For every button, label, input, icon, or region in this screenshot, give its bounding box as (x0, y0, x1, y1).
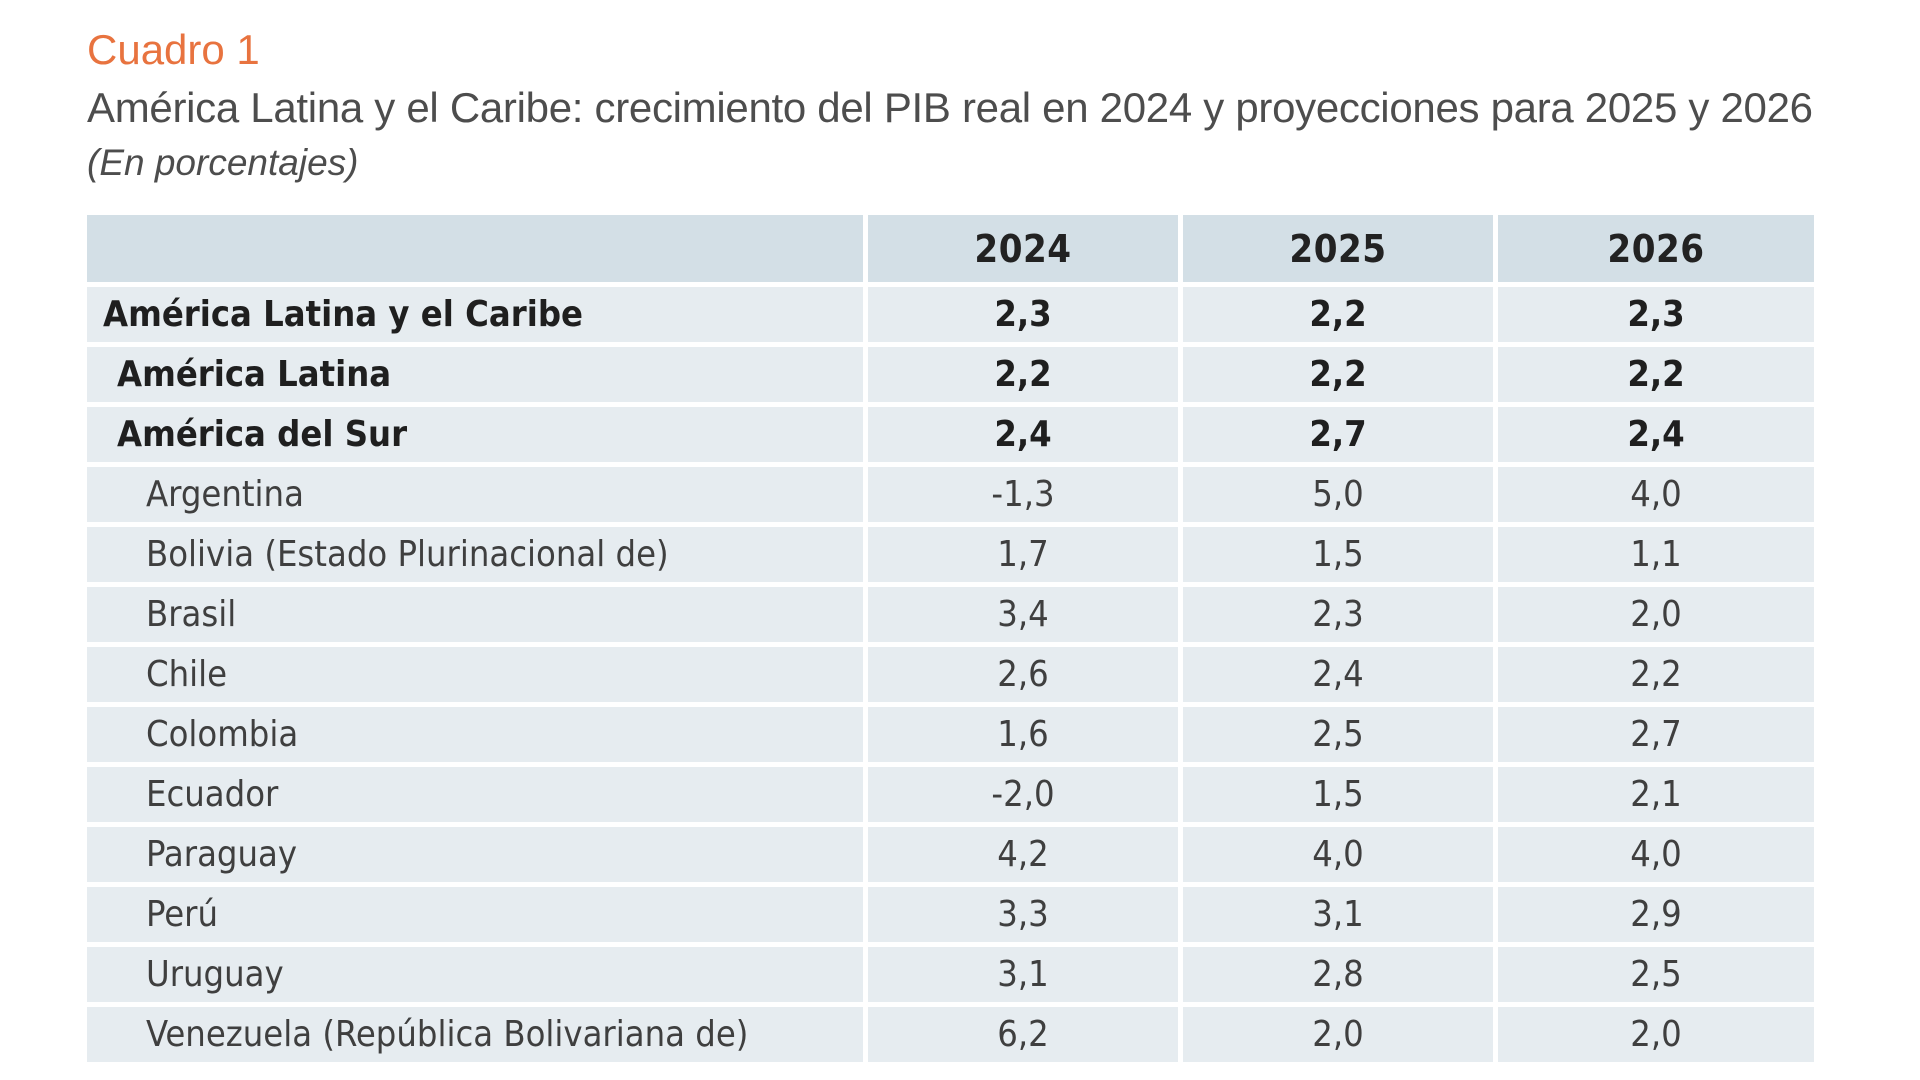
value-cell-2024: 3,1 (868, 947, 1183, 1007)
table-row: Venezuela (República Bolivariana de) 6,2 2… (87, 1007, 1814, 1067)
value-cell-2024: -2,0 (868, 767, 1183, 827)
value-cell-2026: 2,9 (1498, 887, 1814, 947)
value-cell-2026: 2,2 (1498, 347, 1814, 407)
table-row: Perú 3,3 3,1 2,9 (87, 887, 1814, 947)
row-label: Chile (87, 647, 868, 707)
value-cell-2024: 3,4 (868, 587, 1183, 647)
value-cell-2026: 2,5 (1498, 947, 1814, 1007)
table-header-row: 2024 2025 2026 (87, 215, 1814, 287)
value-cell-2024: -1,3 (868, 467, 1183, 527)
value-cell-2026: 2,0 (1498, 587, 1814, 647)
table-row: Ecuador -2,0 1,5 2,1 (87, 767, 1814, 827)
table-row: Argentina -1,3 5,0 4,0 (87, 467, 1814, 527)
value-cell-2024: 3,3 (868, 887, 1183, 947)
value-cell-2024: 1,6 (868, 707, 1183, 767)
value-cell-2025: 5,0 (1183, 467, 1498, 527)
row-label: América Latina y el Caribe (87, 287, 868, 347)
value-cell-2025: 2,8 (1183, 947, 1498, 1007)
row-label: Perú (87, 887, 868, 947)
value-cell-2026: 2,4 (1498, 407, 1814, 467)
row-label: Brasil (87, 587, 868, 647)
table-row: Uruguay 3,1 2,8 2,5 (87, 947, 1814, 1007)
value-cell-2024: 6,2 (868, 1007, 1183, 1067)
value-cell-2025: 3,1 (1183, 887, 1498, 947)
gdp-table-container: 2024 2025 2026 América Latina y el Carib… (87, 215, 1814, 1067)
value-cell-2024: 2,4 (868, 407, 1183, 467)
row-label: Bolivia (Estado Plurinacional de) (87, 527, 868, 587)
value-cell-2025: 1,5 (1183, 527, 1498, 587)
row-label: América Latina (87, 347, 868, 407)
value-cell-2025: 2,7 (1183, 407, 1498, 467)
table-row: Chile 2,6 2,4 2,2 (87, 647, 1814, 707)
value-cell-2025: 2,0 (1183, 1007, 1498, 1067)
row-label: Ecuador (87, 767, 868, 827)
value-cell-2025: 2,4 (1183, 647, 1498, 707)
column-header-region (87, 215, 868, 287)
value-cell-2024: 2,2 (868, 347, 1183, 407)
gdp-table: 2024 2025 2026 América Latina y el Carib… (87, 215, 1814, 1067)
row-label: Colombia (87, 707, 868, 767)
value-cell-2026: 1,1 (1498, 527, 1814, 587)
column-header-2024: 2024 (868, 215, 1183, 287)
table-title: América Latina y el Caribe: crecimiento … (87, 84, 1813, 131)
value-cell-2024: 1,7 (868, 527, 1183, 587)
row-label: Uruguay (87, 947, 868, 1007)
table-body: América Latina y el Caribe 2,3 2,2 2,3 Améri… (87, 287, 1814, 1067)
value-cell-2024: 4,2 (868, 827, 1183, 887)
value-cell-2025: 4,0 (1183, 827, 1498, 887)
column-header-2026: 2026 (1498, 215, 1814, 287)
value-cell-2025: 2,2 (1183, 347, 1498, 407)
value-cell-2026: 2,2 (1498, 647, 1814, 707)
row-label: Argentina (87, 467, 868, 527)
value-cell-2025: 2,3 (1183, 587, 1498, 647)
table-row: Colombia 1,6 2,5 2,7 (87, 707, 1814, 767)
row-label: Paraguay (87, 827, 868, 887)
table-row: Paraguay 4,2 4,0 4,0 (87, 827, 1814, 887)
table-row: América del Sur 2,4 2,7 2,4 (87, 407, 1814, 467)
row-label: América del Sur (87, 407, 868, 467)
table-row: Brasil 3,4 2,3 2,0 (87, 587, 1814, 647)
table-row: América Latina 2,2 2,2 2,2 (87, 347, 1814, 407)
value-cell-2025: 2,2 (1183, 287, 1498, 347)
value-cell-2024: 2,3 (868, 287, 1183, 347)
table-caption: Cuadro 1 América Latina y el Caribe: cre… (87, 18, 1887, 192)
column-header-2025: 2025 (1183, 215, 1498, 287)
value-cell-2026: 2,3 (1498, 287, 1814, 347)
table-number-label: Cuadro 1 (87, 26, 260, 73)
value-cell-2025: 1,5 (1183, 767, 1498, 827)
value-cell-2026: 2,1 (1498, 767, 1814, 827)
value-cell-2026: 4,0 (1498, 827, 1814, 887)
table-subtitle: (En porcentajes) (87, 142, 359, 183)
value-cell-2025: 2,5 (1183, 707, 1498, 767)
row-label: Venezuela (República Bolivariana de) (87, 1007, 868, 1067)
table-row: Bolivia (Estado Plurinacional de) 1,7 1,5 1… (87, 527, 1814, 587)
value-cell-2024: 2,6 (868, 647, 1183, 707)
value-cell-2026: 4,0 (1498, 467, 1814, 527)
value-cell-2026: 2,0 (1498, 1007, 1814, 1067)
value-cell-2026: 2,7 (1498, 707, 1814, 767)
table-row: América Latina y el Caribe 2,3 2,2 2,3 (87, 287, 1814, 347)
